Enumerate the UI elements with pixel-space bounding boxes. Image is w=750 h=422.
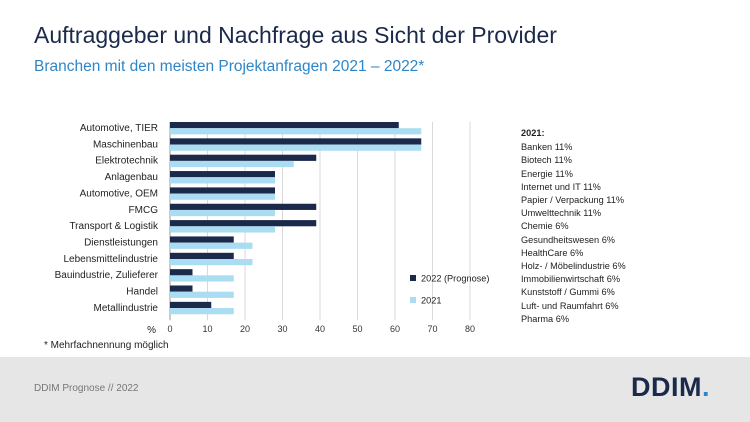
sidebar-item: Pharma 6% xyxy=(521,313,570,324)
sidebar-item: Banken 11% xyxy=(521,142,573,153)
category-label: Anlagenbau xyxy=(105,172,158,183)
logo-text: DDIM xyxy=(631,372,702,402)
bar-2021 xyxy=(170,128,422,135)
bar-2022 xyxy=(170,138,422,145)
chart-subtitle: Branchen mit den meisten Projektanfragen… xyxy=(34,58,425,75)
sidebar-item: Umwelttechnik 11% xyxy=(521,208,601,219)
category-label: Bauindustrie, Zulieferer xyxy=(55,270,159,281)
legend-label: 2022 (Prognose) xyxy=(421,274,489,284)
category-label: Transport & Logistik xyxy=(69,221,159,232)
sidebar-item: Chemie 6% xyxy=(521,221,569,232)
x-tick-label: 30 xyxy=(277,324,287,334)
sidebar-item: Internet und IT 11% xyxy=(521,181,601,192)
x-tick-label: 80 xyxy=(465,324,475,334)
bar-2021 xyxy=(170,177,275,184)
x-tick-label: 50 xyxy=(352,324,362,334)
bar-2021 xyxy=(170,242,253,249)
x-tick-label: 70 xyxy=(427,324,437,334)
bar-2022 xyxy=(170,269,193,276)
sidebar-item: Gesundheitswesen 6% xyxy=(521,234,615,245)
sidebar-2021-list: 2021: Banken 11% Biotech 11% Energie 11% In… xyxy=(521,127,626,326)
category-label: Dienstleistungen xyxy=(84,237,158,248)
bar-2022 xyxy=(170,252,234,259)
category-label: Maschinenbau xyxy=(93,139,158,150)
category-label: Handel xyxy=(126,287,158,298)
bar-2021 xyxy=(170,291,234,298)
sidebar-item: Immobilienwirtschaft 6% xyxy=(521,274,621,285)
bar-2021 xyxy=(170,209,275,217)
category-label: Elektrotechnik xyxy=(95,156,159,167)
legend-swatch xyxy=(410,275,416,281)
chart-title: Auftraggeber und Nachfrage aus Sicht der… xyxy=(34,22,557,48)
bar-2022 xyxy=(170,203,317,210)
bar-2021 xyxy=(170,144,422,151)
x-tick-label: 60 xyxy=(390,324,400,334)
bar-2021 xyxy=(170,193,275,200)
bar-chart: 0 10 20 30 40 50 60 70 80% Automotive, TIER Maschi… xyxy=(55,122,489,336)
bar-2022 xyxy=(170,154,317,161)
category-label: Automotive, OEM xyxy=(80,188,158,199)
sidebar-item: Biotech 11% xyxy=(521,155,572,166)
bar-2021 xyxy=(170,226,275,233)
bar-2021 xyxy=(170,308,234,315)
bar-2021 xyxy=(170,160,294,168)
bar-2022 xyxy=(170,187,275,194)
sidebar-item: Holz- / Möbelindustrie 6% xyxy=(521,261,626,272)
category-label: Automotive, TIER xyxy=(80,123,158,134)
category-label: Metallindustrie xyxy=(94,303,159,314)
x-axis-label: % xyxy=(147,325,156,336)
footer-bar: DDIM Prognose // 2022 DDIM. xyxy=(0,357,750,422)
sidebar-item: Papier / Verpackung 11% xyxy=(521,195,624,206)
legend-label: 2021 xyxy=(421,296,441,306)
footnote: * Mehrfachnennung möglich xyxy=(44,340,169,351)
sidebar-heading: 2021: xyxy=(521,128,545,138)
category-label: FMCG xyxy=(129,205,159,216)
footer-text: DDIM Prognose // 2022 xyxy=(34,383,139,394)
sidebar-item: HealthCare 6% xyxy=(521,247,584,258)
x-tick-label: 20 xyxy=(240,324,250,334)
sidebar-item: Kunststoff / Gummi 6% xyxy=(521,287,615,298)
x-tick-label: 0 xyxy=(167,324,172,334)
bar-2022 xyxy=(170,122,399,129)
legend-swatch xyxy=(410,297,416,303)
ddim-logo: DDIM. xyxy=(631,372,710,403)
bar-2021 xyxy=(170,275,234,282)
sidebar-item: Energie 11% xyxy=(521,168,573,179)
x-tick-label: 10 xyxy=(202,324,212,334)
x-tick-label: 40 xyxy=(315,324,325,334)
bar-2022 xyxy=(170,220,317,227)
sidebar-item: Luft- und Raumfahrt 6% xyxy=(521,300,619,311)
category-label: Lebensmittelindustrie xyxy=(64,254,159,265)
logo-dot: . xyxy=(702,372,711,402)
bar-2021 xyxy=(170,259,253,266)
bar-2022 xyxy=(170,236,234,243)
bar-2022 xyxy=(170,301,212,309)
bar-2022 xyxy=(170,285,193,292)
bar-2022 xyxy=(170,171,275,178)
